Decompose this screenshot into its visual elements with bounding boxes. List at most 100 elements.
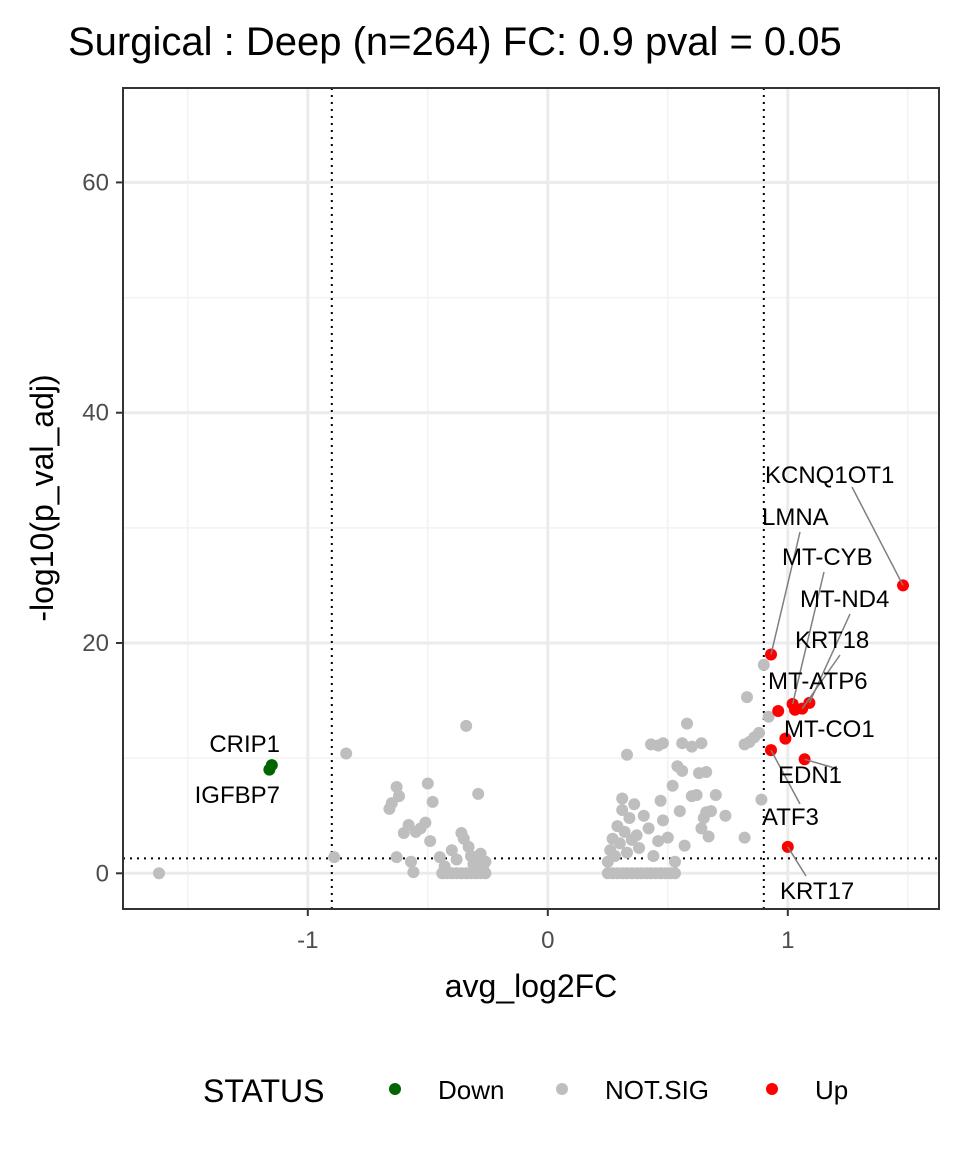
gene-label: IGFBP7 [195, 782, 280, 809]
y-axis-title: -log10(p_val_adj) [24, 374, 60, 621]
data-point [462, 840, 475, 853]
data-point [609, 850, 621, 863]
y-tick-label: 20 [82, 630, 109, 657]
data-point [450, 853, 463, 866]
data-point [265, 759, 278, 772]
data-point [616, 792, 629, 805]
label-connector [791, 571, 825, 705]
y-tick-label: 40 [82, 400, 109, 427]
data-point [153, 867, 165, 880]
plot-area: -1 0 10204060IGFBP7CRIP1KCNQ1OT1LMNAMT-CYB… [82, 87, 940, 954]
x-tick-label: 0 [541, 927, 554, 954]
label-connector [801, 654, 841, 710]
data-point [652, 835, 665, 848]
gene-label: KRT18 [795, 627, 869, 654]
legend: STATUS Down NOT.SIG Up [203, 1073, 848, 1109]
legend-title: STATUS [203, 1073, 324, 1109]
gene-label: CRIP1 [209, 731, 280, 758]
data-point [426, 795, 439, 808]
data-point [695, 822, 708, 835]
gene-label: MT-ND4 [800, 586, 889, 613]
data-point [621, 846, 633, 859]
legend-label: Up [815, 1075, 848, 1105]
data-point [681, 717, 693, 730]
data-point [642, 822, 655, 835]
data-point [424, 835, 437, 848]
data-point [647, 850, 660, 863]
data-point [678, 839, 691, 852]
data-point [741, 691, 753, 704]
data-point [637, 809, 650, 822]
gene-label: KCNQ1OT1 [765, 462, 894, 489]
legend-swatch [766, 1083, 778, 1095]
data-point [700, 765, 713, 778]
gene-label: LMNA [762, 504, 829, 531]
label-connector [770, 531, 801, 655]
data-point [685, 740, 698, 753]
data-point [479, 867, 492, 880]
data-point [433, 851, 446, 864]
data-point [762, 710, 775, 723]
data-point [340, 747, 353, 760]
gene-label: EDN1 [778, 762, 842, 789]
data-point [633, 841, 645, 854]
data-point [669, 855, 681, 868]
data-point [419, 816, 432, 829]
label-connector [770, 749, 801, 805]
data-point [702, 830, 715, 843]
data-point [738, 831, 751, 844]
data-point [690, 789, 703, 802]
data-point [666, 779, 679, 792]
data-point [405, 855, 417, 868]
data-point [657, 814, 669, 827]
gene-label: ATF3 [762, 804, 819, 831]
data-point [695, 737, 708, 750]
data-point [472, 787, 485, 800]
data-point [779, 732, 792, 745]
y-tick-label: 0 [96, 860, 109, 887]
data-point [460, 719, 473, 732]
panel-border [122, 87, 940, 910]
data-point [676, 764, 689, 777]
data-point [657, 737, 669, 750]
data-point [789, 703, 801, 716]
legend-label: Down [438, 1075, 504, 1105]
data-point [616, 803, 629, 816]
plot-background [123, 88, 939, 909]
gene-label: MT-CO1 [784, 716, 875, 743]
data-point [407, 866, 420, 879]
label-connector [787, 846, 807, 877]
data-point [621, 748, 633, 761]
data-point [445, 844, 458, 857]
data-point [772, 704, 785, 717]
legend-label: NOT.SIG [605, 1075, 709, 1105]
gene-label: MT-CYB [782, 544, 873, 571]
data-point [393, 790, 405, 803]
chart-title: Surgical : Deep (n=264) FC: 0.9 pval = 0… [68, 20, 842, 64]
data-point [719, 809, 732, 822]
data-point [654, 794, 667, 807]
data-point [390, 851, 403, 864]
x-axis-title: avg_log2FC [445, 968, 618, 1004]
data-point [753, 726, 765, 739]
gene-label: KRT17 [780, 878, 854, 905]
data-point [328, 851, 341, 864]
data-point [623, 812, 636, 825]
data-point [669, 867, 681, 880]
data-point [757, 658, 770, 671]
x-tick-label: -1 [297, 927, 318, 954]
legend-swatch [389, 1083, 401, 1095]
label-connector [804, 758, 839, 770]
data-point [705, 805, 717, 818]
gene-label: MT-ATP6 [768, 668, 868, 695]
data-point [676, 737, 689, 750]
x-tick-label: 1 [781, 927, 794, 954]
data-point [421, 777, 434, 790]
y-tick-label: 60 [82, 169, 109, 196]
label-connector [851, 486, 904, 586]
data-point [755, 793, 768, 806]
data-point [390, 780, 403, 793]
data-point [709, 789, 722, 802]
data-point [618, 825, 631, 838]
